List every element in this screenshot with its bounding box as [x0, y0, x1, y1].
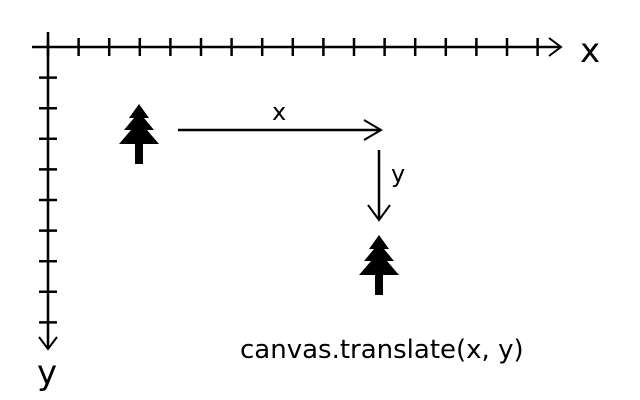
y-translation-label: y [391, 160, 406, 188]
x-translation-label: x [272, 98, 287, 126]
x-axis-ticks [46, 38, 539, 56]
x-translation-arrowhead [363, 119, 383, 141]
tree-icon [119, 104, 159, 164]
y-translation-arrowhead [367, 204, 391, 222]
y-axis-ticks [39, 76, 57, 324]
x-axis-arrowhead [548, 37, 563, 57]
caption-code: canvas.translate(x, y) [240, 335, 524, 365]
x-axis-label: x [580, 31, 601, 71]
tree-icon [359, 235, 399, 295]
y-axis-arrowhead [38, 336, 58, 351]
y-axis-label: y [37, 353, 58, 393]
